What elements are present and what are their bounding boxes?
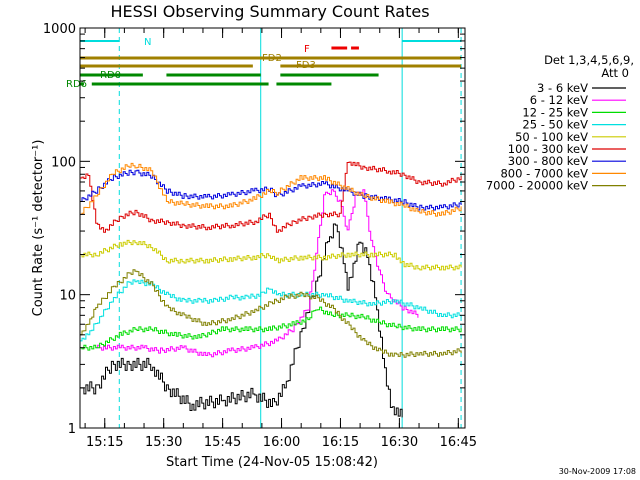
series-line [80,239,462,271]
y-tick-label: 1000 [43,22,76,37]
flag-label-fd3: FD3 [296,60,316,71]
y-tick-label: 1 [68,422,76,437]
y-tick-label: 10 [59,289,76,304]
flag-label-n: N [144,37,151,48]
legend-header-line-1: Det 1,3,4,5,6,9, [544,53,634,67]
plot-frame [79,27,466,429]
x-tick-label: 15:15 [86,435,123,450]
legend-label: 6 - 12 keV [530,93,588,107]
y-tick-label: 100 [51,155,76,170]
y-axis: 1 10 100 1000 [43,22,465,437]
legend-label: 800 - 7000 keV [500,166,588,180]
flag-label-rd6: RD6 [66,79,87,90]
x-tick-label: 16:30 [381,435,418,450]
series-line [80,162,462,217]
series-line [80,223,403,418]
series-line [80,279,462,342]
footer-timestamp: 30-Nov-2009 17:08 [559,467,636,476]
series-line [80,306,462,351]
series-line [80,169,462,211]
x-axis: 15:15 15:30 15:45 16:00 16:15 16:30 16:45 [84,28,477,450]
flag-label-f: F [304,44,310,55]
legend-label: 12 - 25 keV [522,105,588,119]
x-tick-label: 16:00 [263,435,300,450]
x-tick-label: 15:30 [145,435,182,450]
legend-label: 300 - 800 keV [508,154,588,168]
x-axis-label: Start Time (24-Nov-05 15:08:42) [166,455,378,470]
chart-title: HESSI Observing Summary Count Rates [110,2,429,21]
series-line [80,161,462,233]
legend-label: 100 - 300 keV [508,142,588,156]
plot-area: N F FD2 FD3 RD0 RD6 [66,28,462,428]
legend-label: 3 - 6 keV [537,81,588,95]
x-tick-label: 15:45 [204,435,241,450]
x-tick-label: 16:15 [322,435,359,450]
legend-label: 50 - 100 keV [515,130,588,144]
legend-label: 25 - 50 keV [522,118,588,132]
series-line [80,269,462,358]
legend-label: 7000 - 20000 keV [486,179,588,193]
legend-header-line-2: Att 0 [601,66,629,80]
y-axis-label: Count Rate (s⁻¹ detector⁻¹) [31,140,46,317]
flag-label-fd2: FD2 [262,53,282,64]
x-tick-label: 16:45 [440,435,477,450]
flag-label-rd0: RD0 [100,70,121,81]
